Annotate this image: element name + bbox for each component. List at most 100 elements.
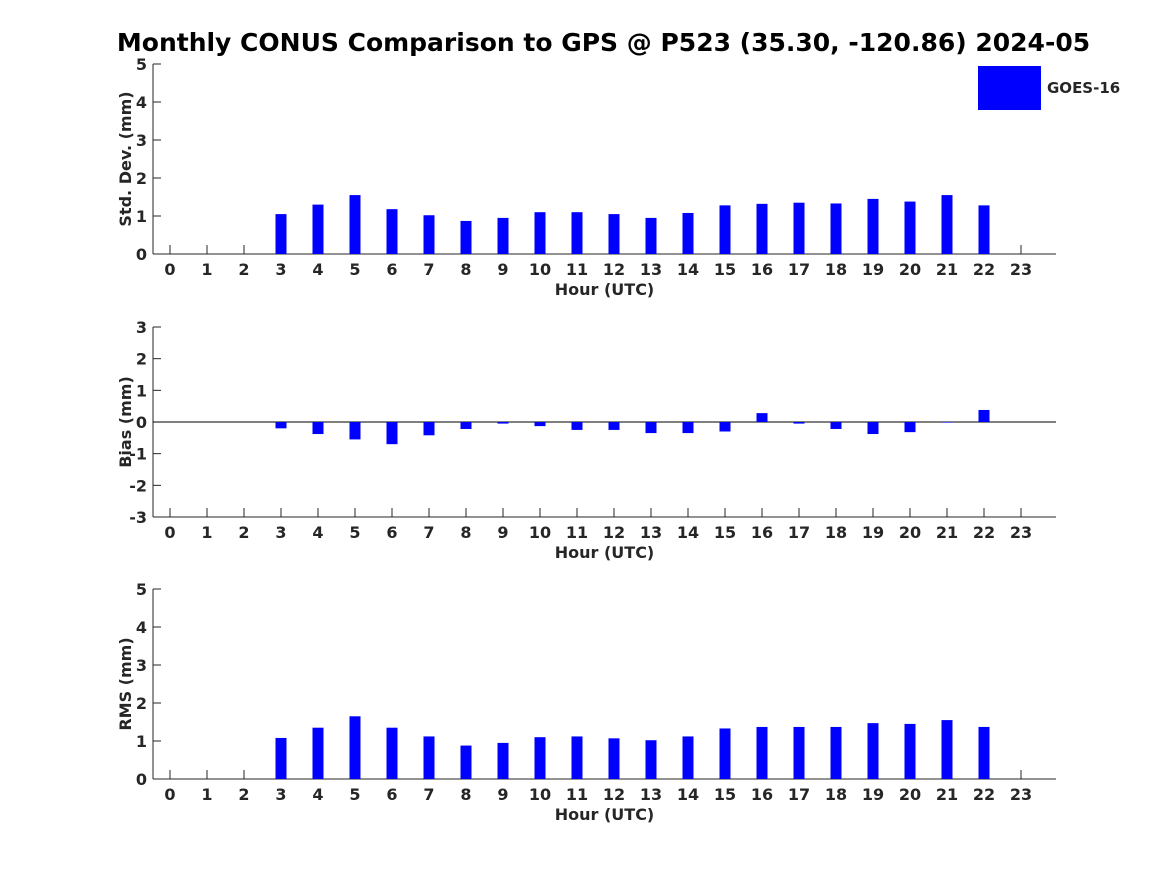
bar-hour-16	[756, 726, 768, 779]
x-tick-label: 13	[640, 785, 662, 804]
x-axis-label: Hour (UTC)	[555, 805, 655, 824]
x-tick-label: 4	[312, 785, 323, 804]
bar-hour-12	[608, 738, 620, 779]
x-tick-label: 20	[899, 785, 921, 804]
x-tick-label: 10	[529, 523, 551, 542]
bar-hour-14	[682, 422, 694, 434]
x-tick-label: 5	[349, 523, 360, 542]
bar-hour-10	[534, 212, 546, 254]
x-tick-label: 18	[825, 523, 847, 542]
x-tick-label: 13	[640, 260, 662, 279]
bar-hour-4	[312, 727, 324, 779]
bar-hour-15	[719, 728, 731, 779]
x-tick-label: 23	[1010, 260, 1032, 279]
x-tick-label: 17	[788, 785, 810, 804]
bar-hour-8	[460, 220, 472, 254]
bar-hour-5	[349, 422, 361, 440]
bar-hour-21	[941, 422, 953, 423]
bar-hour-20	[904, 723, 916, 779]
bar-hour-16	[756, 413, 768, 422]
x-tick-label: 11	[566, 785, 588, 804]
bar-hour-22	[978, 726, 990, 779]
x-tick-label: 12	[603, 260, 625, 279]
x-tick-label: 6	[386, 785, 397, 804]
x-tick-label: 23	[1010, 523, 1032, 542]
bar-hour-9	[497, 422, 509, 424]
bar-hour-22	[978, 409, 990, 422]
bar-hour-3	[275, 422, 287, 429]
bar-hour-21	[941, 720, 953, 779]
x-tick-label: 15	[714, 260, 736, 279]
bar-hour-17	[793, 726, 805, 779]
x-tick-label: 6	[386, 260, 397, 279]
x-tick-label: 8	[460, 260, 471, 279]
chart-title: Monthly CONUS Comparison to GPS @ P523 (…	[116, 28, 1091, 57]
bar-hour-11	[571, 212, 583, 254]
x-tick-label: 3	[275, 260, 286, 279]
y-tick-label: 1	[136, 207, 147, 226]
x-tick-label: 20	[899, 260, 921, 279]
x-tick-label: 4	[312, 523, 323, 542]
x-tick-label: 14	[677, 260, 699, 279]
y-tick-label: -2	[129, 476, 147, 495]
bar-hour-14	[682, 212, 694, 254]
bar-hour-14	[682, 736, 694, 779]
bar-hour-9	[497, 217, 509, 254]
x-tick-label: 18	[825, 260, 847, 279]
x-tick-label: 0	[164, 785, 175, 804]
x-tick-label: 8	[460, 785, 471, 804]
x-tick-label: 7	[423, 785, 434, 804]
x-axis-label: Hour (UTC)	[555, 543, 655, 562]
bar-hour-8	[460, 422, 472, 429]
bar-hour-16	[756, 203, 768, 254]
bar-hour-7	[423, 736, 435, 779]
y-tick-label: 1	[136, 732, 147, 751]
x-tick-label: 7	[423, 260, 434, 279]
bar-hour-19	[867, 198, 879, 254]
x-tick-label: 4	[312, 260, 323, 279]
bar-hour-11	[571, 736, 583, 779]
x-tick-label: 16	[751, 260, 773, 279]
y-tick-label: 0	[136, 770, 147, 789]
x-tick-label: 2	[238, 260, 249, 279]
x-tick-label: 12	[603, 523, 625, 542]
x-tick-label: 11	[566, 260, 588, 279]
x-tick-label: 21	[936, 523, 958, 542]
y-tick-label: 2	[136, 350, 147, 369]
bar-hour-7	[423, 422, 435, 436]
y-tick-label: 0	[136, 245, 147, 264]
x-tick-label: 1	[201, 260, 212, 279]
x-tick-label: 8	[460, 523, 471, 542]
bar-hour-4	[312, 422, 324, 435]
x-tick-label: 3	[275, 523, 286, 542]
bar-hour-6	[386, 209, 398, 254]
bar-hour-17	[793, 422, 805, 424]
x-tick-label: 14	[677, 523, 699, 542]
x-tick-label: 10	[529, 785, 551, 804]
bar-hour-10	[534, 422, 546, 427]
bar-hour-13	[645, 422, 657, 434]
bar-hour-15	[719, 205, 731, 254]
bar-hour-5	[349, 716, 361, 779]
x-tick-label: 0	[164, 260, 175, 279]
x-tick-label: 15	[714, 785, 736, 804]
x-tick-label: 19	[862, 523, 884, 542]
y-axis-label: Bias (mm)	[116, 376, 135, 468]
bar-hour-17	[793, 202, 805, 254]
bar-hour-5	[349, 195, 361, 254]
legend-label: GOES-16	[1047, 79, 1120, 97]
y-tick-label: 3	[136, 131, 147, 150]
y-tick-label: 4	[136, 618, 147, 637]
bar-hour-11	[571, 422, 583, 430]
y-tick-label: 2	[136, 694, 147, 713]
x-tick-label: 9	[497, 523, 508, 542]
y-tick-label: 2	[136, 169, 147, 188]
bar-hour-19	[867, 422, 879, 435]
bar-hour-21	[941, 195, 953, 254]
legend-swatch	[978, 66, 1041, 110]
y-tick-label: 1	[136, 381, 147, 400]
x-tick-label: 6	[386, 523, 397, 542]
